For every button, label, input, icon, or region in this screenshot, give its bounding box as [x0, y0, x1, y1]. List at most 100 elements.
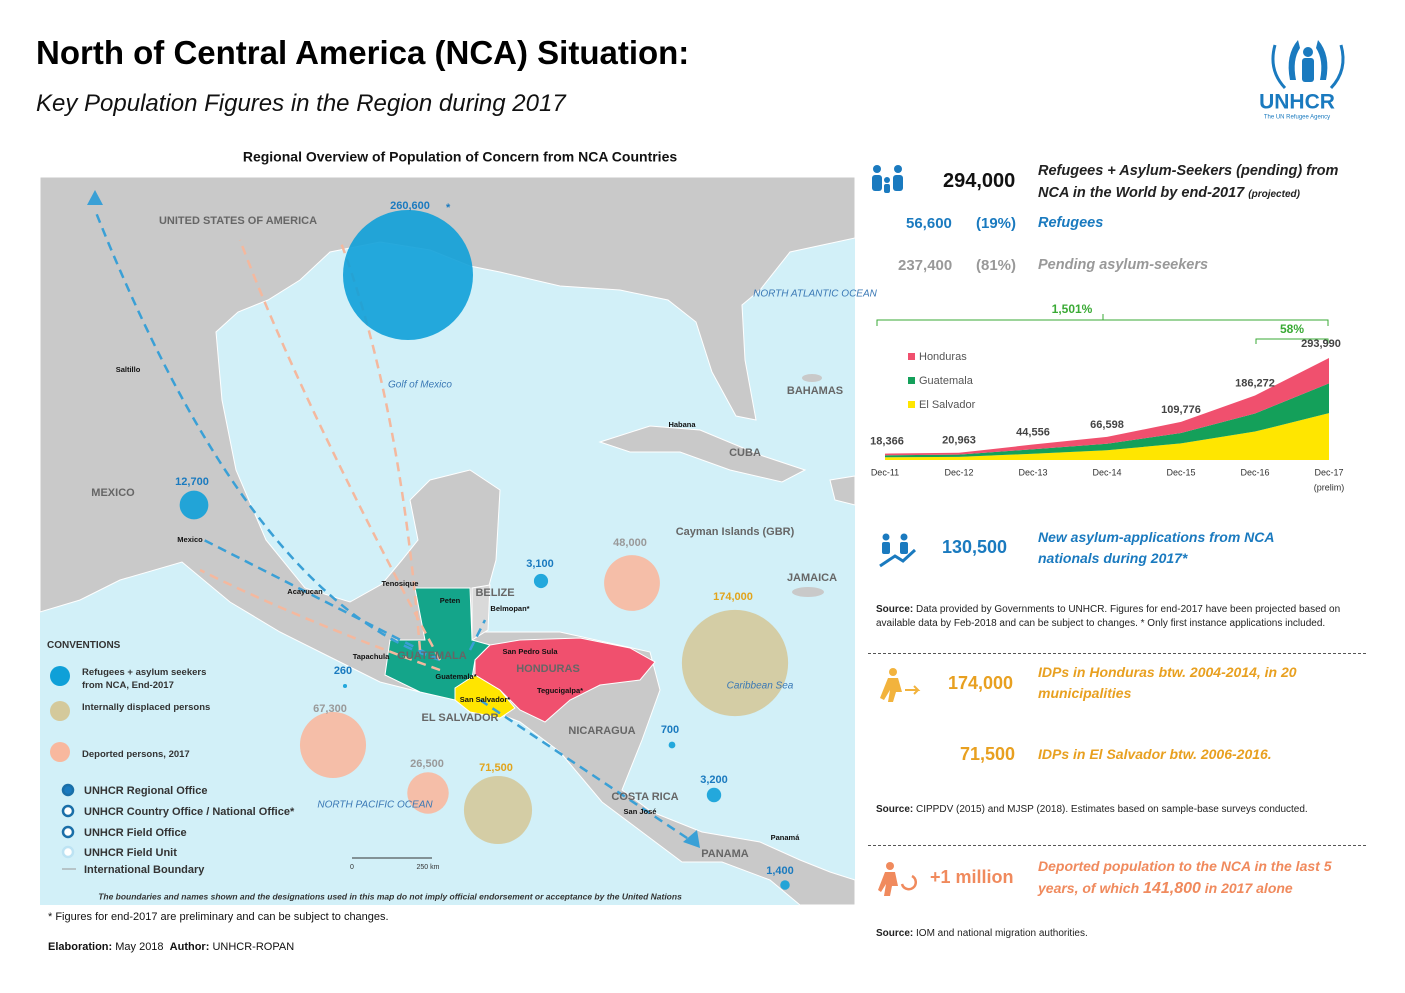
country-label: JAMAICA — [787, 572, 837, 584]
legend-swatch — [50, 666, 70, 686]
bubble — [407, 772, 449, 814]
bubble — [463, 775, 533, 845]
stat-note: (projected) — [1248, 189, 1300, 200]
arrow-head — [683, 830, 700, 848]
annotation: 58% — [1280, 322, 1304, 336]
place-label: Habana — [668, 420, 696, 429]
arrow-head — [87, 190, 103, 205]
place-label: Peten — [440, 596, 461, 605]
bubble — [668, 741, 676, 749]
credit-label: Author: — [169, 941, 210, 953]
country-label: MEXICO — [91, 487, 135, 499]
place-label: Panamá — [771, 833, 801, 842]
belize-shape — [471, 584, 491, 641]
stat-number: 294,000 — [943, 170, 1016, 192]
source-label: Source: — [876, 928, 914, 939]
stat-text: Deported population to the NCA in the la… — [1038, 858, 1332, 896]
stat-share: (81%) — [976, 257, 1017, 274]
map-title: Regional Overview of Population of Conce… — [243, 149, 678, 165]
stat-text: Refugees — [1038, 215, 1104, 231]
place-label: San José — [624, 807, 657, 816]
place-label: Acayucan — [287, 587, 323, 596]
stat-text: Deported population to the NCA in the la… — [1038, 855, 1358, 900]
data-label: 18,366 — [870, 436, 904, 448]
country-label: HONDURAS — [516, 663, 580, 675]
source: Source: Data provided by Governments to … — [876, 603, 1361, 631]
bubble — [681, 609, 789, 717]
legend-swatch — [50, 701, 70, 721]
place-label: Tenosique — [382, 579, 419, 588]
bubble — [706, 787, 722, 803]
legend-swatch — [908, 377, 915, 384]
source-text: CIPPDV (2015) and MJSP (2018). Estimates… — [916, 804, 1308, 815]
credit-label: Elaboration: — [48, 941, 113, 953]
legend-swatch — [908, 401, 915, 408]
x-tick-label: Dec-14 — [1092, 467, 1121, 477]
x-tick-label: Dec-11 — [871, 467, 899, 477]
bubble — [780, 880, 790, 890]
stat-share: (19%) — [976, 215, 1017, 232]
source-text: Data provided by Governments to UNHCR. F… — [876, 604, 1341, 629]
legend-swatch — [50, 742, 70, 762]
bubble-label: 1,400 — [766, 865, 794, 877]
data-label: 20,963 — [942, 435, 976, 447]
asterisk: * — [446, 202, 451, 214]
data-label: 293,990 — [1301, 338, 1341, 350]
area — [885, 383, 1329, 458]
country-label: BAHAMAS — [787, 385, 843, 397]
legend-label: Internally displaced persons — [82, 702, 211, 713]
bubble-label: 260 — [334, 665, 352, 677]
place-label: Mexico — [177, 535, 203, 544]
land-bahamas — [802, 374, 822, 382]
stat-text: Refugees + Asylum-Seekers (pending) from… — [1038, 163, 1339, 201]
place-label: San Pedro Sula — [502, 647, 558, 656]
page-title: North of Central America (NCA) Situation… — [36, 34, 690, 71]
footnote: * Figures for end-2017 are preliminary a… — [48, 911, 389, 923]
bubble — [343, 210, 473, 340]
land-cuba — [598, 425, 807, 483]
flow-arrows — [93, 209, 691, 842]
legend-title: CONVENTIONS — [47, 640, 121, 651]
legend-symbol — [61, 783, 75, 797]
place-label: Guatemala* — [435, 672, 476, 681]
stat-text: Refugees + Asylum-Seekers (pending) from… — [1038, 160, 1368, 206]
bracket — [1255, 338, 1329, 344]
sea-label: NORTH ATLANTIC OCEAN — [753, 289, 877, 300]
bubble-label: 3,200 — [700, 774, 728, 786]
x-tick-note: (prelim) — [1314, 482, 1345, 492]
bubble-label: 3,100 — [526, 558, 554, 570]
disclaimer: The boundaries and names shown and the d… — [98, 891, 682, 901]
legend-label: Guatemala — [919, 375, 974, 387]
source-label: Source: — [876, 604, 914, 615]
place-label: Belmopan* — [490, 604, 529, 613]
place-label: Tapachula — [353, 652, 390, 661]
area — [885, 413, 1329, 460]
flow-arrow — [93, 209, 441, 662]
land-north-america — [39, 176, 856, 906]
deported-icon — [878, 862, 917, 896]
legend-label: Deported persons, 2017 — [82, 749, 190, 760]
bubble-label: 260,600 — [390, 200, 430, 212]
country-label: BELIZE — [475, 587, 514, 599]
stat-number: 174,000 — [948, 673, 1014, 693]
bubble-label: 67,300 — [313, 703, 347, 715]
flow-arrow — [238, 239, 442, 661]
bubble — [342, 683, 348, 689]
legend-symbol — [61, 845, 75, 859]
legend-label: Honduras — [919, 351, 967, 363]
stat-number: +1 million — [930, 867, 1014, 887]
stat-text: New asylum-applications from NCA nationa… — [1038, 529, 1274, 566]
divider — [868, 845, 1366, 846]
page-subtitle: Key Population Figures in the Region dur… — [36, 90, 566, 117]
idp-icon — [880, 668, 921, 702]
stat-text: IDPs in El Salvador btw. 2006-2016. — [1038, 746, 1272, 762]
sea-label: NORTH PACIFIC OCEAN — [317, 800, 433, 811]
stat-text: IDPs in Honduras btw. 2004-2014, in 20 m… — [1038, 664, 1297, 701]
bubble-label: 26,500 — [410, 758, 444, 770]
bubble — [604, 555, 660, 611]
x-tick-label: Dec-12 — [944, 467, 973, 477]
place-label: San Salvador* — [460, 695, 511, 704]
credit-text: May 2018 — [115, 941, 164, 953]
sea-label: Golf of Mexico — [388, 380, 452, 391]
